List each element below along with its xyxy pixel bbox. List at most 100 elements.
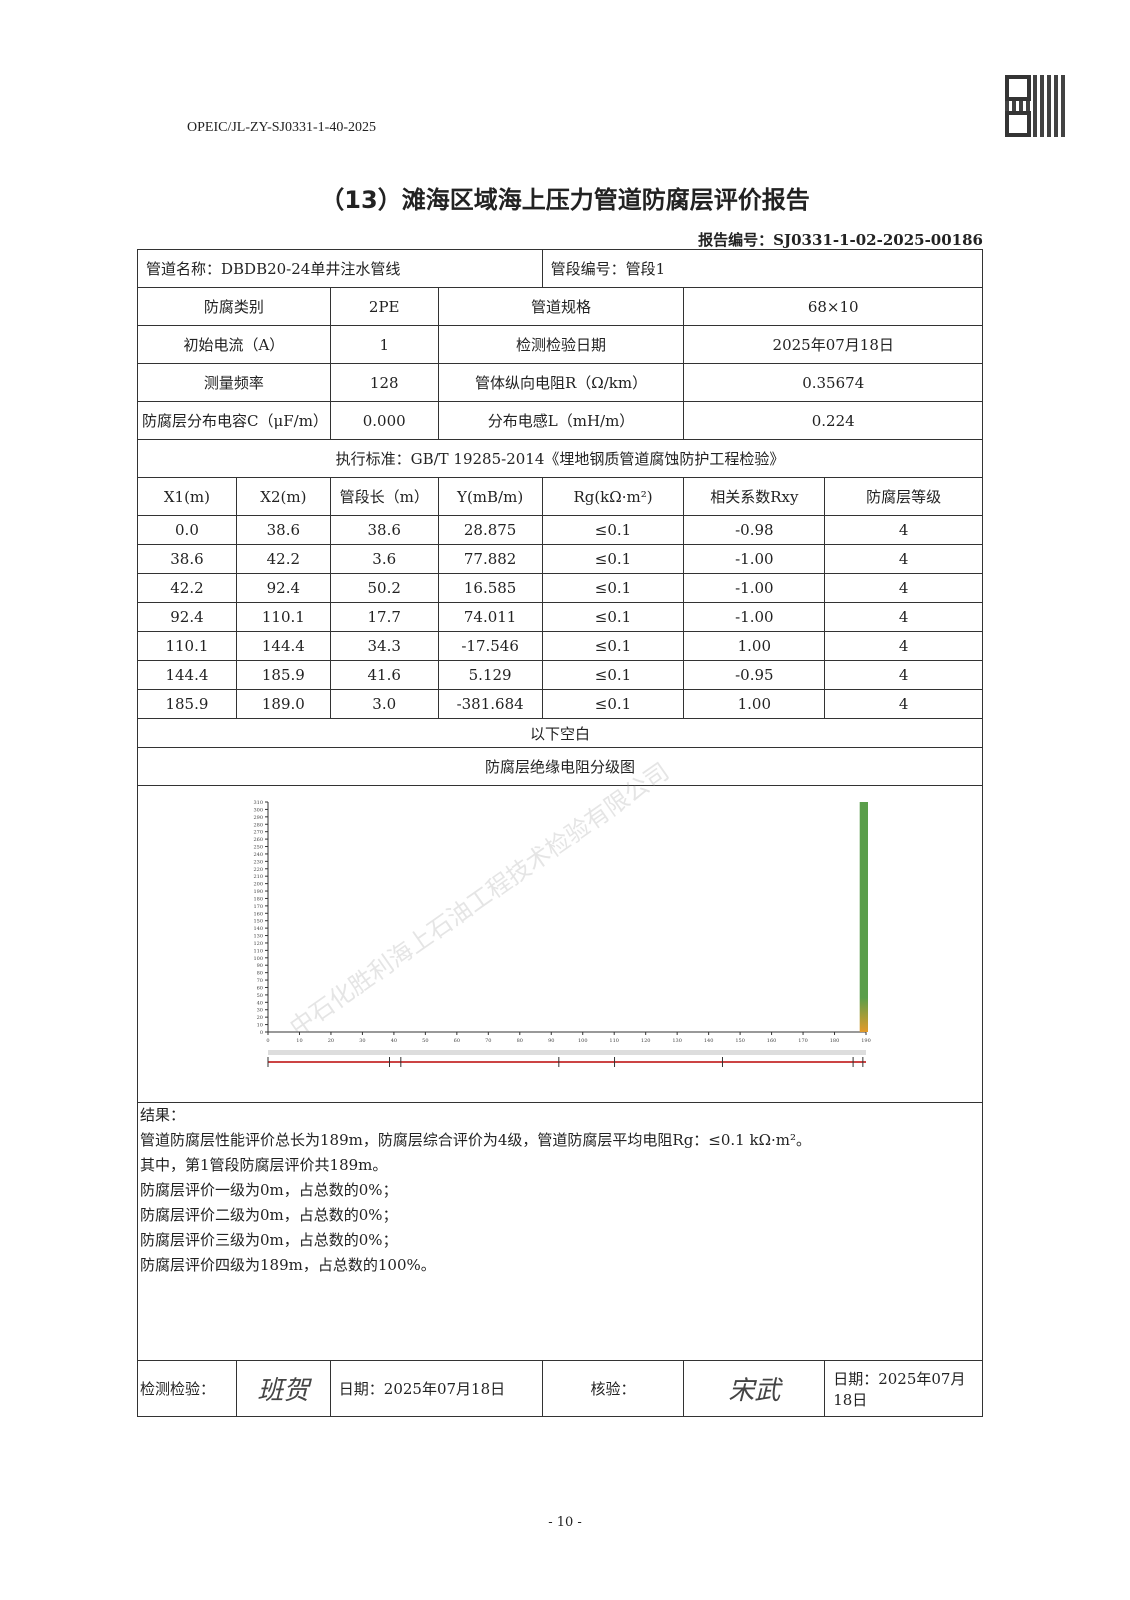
column-header: X1(m) <box>137 477 237 516</box>
inspect-signature: 班贺 <box>235 1360 331 1417</box>
table-cell: 4 <box>824 602 983 632</box>
report-number: 报告编号：SJ0331-1-02-2025-00186 <box>698 231 983 249</box>
y-tick-label: 200 <box>253 882 263 888</box>
table-cell: 38.6 <box>235 515 331 545</box>
result-line: 防腐层评价四级为189m，占总数的100%。 <box>140 1256 436 1274</box>
param-cell: 0.35674 <box>683 363 983 402</box>
x-tick-label: 180 <box>829 1038 839 1044</box>
table-cell: -381.684 <box>437 689 543 719</box>
x-tick-label: 70 <box>485 1038 491 1044</box>
result-line: 防腐层评价三级为0m，占总数的0%； <box>140 1231 398 1249</box>
table-row: 38.6 42.2 3.6 77.882 ≤0.1 -1.00 4 <box>137 544 983 574</box>
verify-date: 日期：2025年07月18日 <box>824 1360 983 1417</box>
y-tick-label: 250 <box>253 845 263 851</box>
y-tick-label: 90 <box>256 963 262 969</box>
param-cell: 68×10 <box>683 287 983 326</box>
x-tick-label: 80 <box>516 1038 522 1044</box>
inspect-label: 检测检验： <box>137 1360 237 1417</box>
y-tick-label: 120 <box>253 941 263 947</box>
table-cell: 4 <box>824 573 983 603</box>
param-cell: 管体纵向电阻R（Ω/km） <box>437 363 685 402</box>
y-tick-label: 40 <box>256 1000 262 1006</box>
param-cell: 0.000 <box>329 401 439 440</box>
y-tick-label: 160 <box>253 911 263 917</box>
document-number: OPEIC/JL-ZY-SJ0331-1-40-2025 <box>187 120 376 135</box>
x-tick-label: 30 <box>359 1038 365 1044</box>
param-cell: 防腐类别 <box>137 287 331 326</box>
param-row: 初始电流（A） 1 检测检验日期 2025年07月18日 <box>137 325 983 364</box>
y-tick-label: 190 <box>253 889 263 895</box>
param-cell: 分布电感L（mH/m） <box>437 401 685 440</box>
table-cell: 4 <box>824 660 983 690</box>
table-cell: -0.95 <box>683 660 826 690</box>
result-section: 结果： 管道防腐层性能评价总长为189m，防腐层综合评价为4级，管道防腐层平均电… <box>137 1102 983 1361</box>
param-cell: 1 <box>329 325 439 364</box>
y-tick-label: 70 <box>256 978 262 984</box>
table-cell: 34.3 <box>329 631 439 661</box>
table-cell: 3.6 <box>329 544 439 574</box>
column-header: 管段长（m） <box>329 477 439 516</box>
blank-below: 以下空白 <box>137 718 983 748</box>
param-cell: 0.224 <box>683 401 983 440</box>
table-cell: 189.0 <box>235 689 331 719</box>
table-cell: 38.6 <box>137 544 237 574</box>
y-tick-label: 180 <box>253 896 263 902</box>
param-cell: 2025年07月18日 <box>683 325 983 364</box>
table-cell: 4 <box>824 515 983 545</box>
table-row: 92.4 110.1 17.7 74.011 ≤0.1 -1.00 4 <box>137 602 983 632</box>
column-header: Rg(kΩ·m²) <box>541 477 685 516</box>
table-cell: 0.0 <box>137 515 237 545</box>
table-cell: 4 <box>824 544 983 574</box>
y-tick-label: 310 <box>253 800 263 806</box>
param-cell: 检测检验日期 <box>437 325 685 364</box>
table-cell: 77.882 <box>437 544 543 574</box>
y-tick-label: 220 <box>253 867 263 873</box>
chart-title: 防腐层绝缘电阻分级图 <box>137 747 983 786</box>
y-tick-label: 150 <box>253 919 263 925</box>
y-tick-label: 110 <box>253 948 263 954</box>
grading-chart: 0102030405060708090100110120130140150160… <box>253 800 870 1067</box>
param-row: 防腐类别 2PE 管道规格 68×10 <box>137 287 983 326</box>
table-cell: 4 <box>824 689 983 719</box>
param-row: 防腐层分布电容C（μF/m） 0.000 分布电感L（mH/m） 0.224 <box>137 401 983 440</box>
column-header: X2(m) <box>235 477 331 516</box>
table-cell: 92.4 <box>137 602 237 632</box>
column-header: 防腐层等级 <box>824 477 983 516</box>
table-cell: 3.0 <box>329 689 439 719</box>
table-cell: 185.9 <box>137 689 237 719</box>
chart-cell: 0 10 20 30 40 50 60 70 80 90 100 110 120 130 140 150 160… <box>137 785 983 1103</box>
param-cell: 初始电流（A） <box>137 325 331 364</box>
y-tick-label: 260 <box>253 837 263 843</box>
table-cell: -0.98 <box>683 515 826 545</box>
table-cell: ≤0.1 <box>541 660 685 690</box>
table-cell: 110.1 <box>137 631 237 661</box>
x-tick-label: 40 <box>390 1038 396 1044</box>
x-tick-label: 0 <box>266 1038 269 1044</box>
result-line: 其中，第1管段防腐层评价共189m。 <box>140 1156 388 1174</box>
param-cell: 2PE <box>329 287 439 326</box>
x-tick-label: 100 <box>577 1038 587 1044</box>
table-cell: -1.00 <box>683 573 826 603</box>
table-cell: 144.4 <box>137 660 237 690</box>
table-cell: -1.00 <box>683 544 826 574</box>
x-tick-label: 130 <box>672 1038 682 1044</box>
table-cell: 74.011 <box>437 602 543 632</box>
y-tick-label: 290 <box>253 815 263 821</box>
y-tick-label: 10 <box>256 1023 262 1029</box>
x-tick-label: 60 <box>453 1038 459 1044</box>
x-tick-label: 110 <box>609 1038 619 1044</box>
y-tick-label: 300 <box>253 807 263 813</box>
table-cell: 50.2 <box>329 573 439 603</box>
segment-number: 管段编号：管段1 <box>541 249 984 288</box>
param-cell: 防腐层分布电容C（μF/m） <box>137 401 331 440</box>
y-tick-label: 270 <box>253 830 263 836</box>
y-tick-label: 0 <box>259 1030 262 1036</box>
verify-signature: 宋武 <box>683 1360 826 1417</box>
column-header: Y(mB/m) <box>437 477 543 516</box>
result-heading: 结果： <box>140 1106 186 1124</box>
x-tick-label: 50 <box>422 1038 428 1044</box>
table-cell: ≤0.1 <box>541 515 685 545</box>
inspect-date: 日期：2025年07月18日 <box>329 1360 543 1417</box>
table-row: 110.1 144.4 34.3 -17.546 ≤0.1 1.00 4 <box>137 631 983 661</box>
y-tick-label: 50 <box>256 993 262 999</box>
